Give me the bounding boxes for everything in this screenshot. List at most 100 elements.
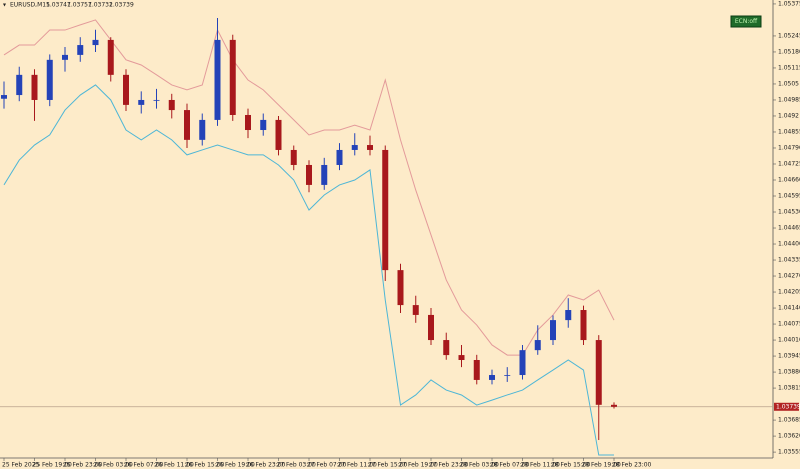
candle-body — [46, 59, 53, 100]
x-tick-label: 26 Feb 23:00 — [246, 462, 286, 469]
candle-body — [336, 149, 343, 165]
x-tick-label: 27 Feb 11:00 — [338, 462, 378, 469]
x-tick-label: 28 Feb 03:00 — [460, 462, 500, 469]
candle-body — [16, 74, 23, 96]
x-tick-label: 26 Feb 15:00 — [185, 462, 225, 469]
ohlc-high: 1.03757 — [67, 2, 92, 9]
candle-body — [519, 350, 526, 376]
candle-body — [367, 145, 373, 150]
y-tick-label: 1.03880 — [778, 369, 800, 376]
y-tick-label: 1.05180 — [778, 48, 800, 55]
y-tick-label: 1.03945 — [778, 353, 800, 360]
candle-body — [214, 39, 221, 120]
candle-body — [428, 314, 434, 341]
x-tick-label: 25 Feb 2025 — [2, 462, 40, 469]
y-tick-label: 1.04465 — [778, 225, 800, 232]
upper-band — [3, 19, 615, 356]
candle-body — [534, 340, 541, 351]
candle-body — [550, 320, 556, 341]
y-tick-label: 1.04075 — [778, 321, 800, 328]
x-tick-label: 28 Feb 19:00 — [582, 462, 622, 469]
candle-body — [382, 149, 389, 271]
y-tick-label: 1.05115 — [778, 64, 800, 71]
y-tick-label: 1.03620 — [778, 433, 800, 440]
candle-body — [184, 110, 190, 140]
x-tick-label: 28 Feb 23:00 — [612, 462, 652, 469]
y-tick-label: 1.04530 — [778, 209, 800, 216]
candle-body — [260, 119, 267, 131]
candle-body — [412, 305, 419, 315]
candle-body — [306, 164, 312, 185]
candle-body — [473, 359, 480, 380]
y-tick-label: 1.04400 — [778, 241, 800, 248]
candle-body — [107, 39, 114, 75]
candle-body — [580, 310, 587, 341]
candle-body — [31, 74, 38, 100]
candle-body — [77, 45, 84, 55]
x-tick-label: 27 Feb 03:00 — [277, 462, 317, 469]
y-tick-label: 1.03815 — [778, 385, 800, 392]
candle-body — [489, 375, 495, 380]
y-tick-label: 1.04205 — [778, 289, 800, 296]
y-tick-label: 1.04010 — [778, 337, 800, 344]
plot-area — [0, 17, 773, 456]
button-label[interactable]: ECN:off — [735, 18, 758, 25]
candle-body — [458, 355, 465, 360]
y-tick-label: 1.04335 — [778, 257, 800, 264]
candle-body — [565, 310, 572, 321]
y-tick-label: 1.0505 — [778, 80, 799, 87]
candle-body — [611, 404, 617, 407]
y-tick-label: 1.05375 — [778, 0, 800, 7]
candle-body — [153, 99, 160, 101]
candle-body — [504, 375, 511, 376]
candle-body — [1, 95, 7, 99]
y-tick-label: 1.04725 — [778, 160, 800, 167]
x-tick-label: 27 Feb 15:00 — [368, 462, 408, 469]
lower-band — [3, 84, 614, 456]
candle-body — [275, 119, 282, 150]
x-tick-label: 25 Feb 19:00 — [33, 462, 73, 469]
candle-body — [290, 149, 297, 165]
price-tag-label: 1.03739 — [776, 403, 800, 410]
y-tick-label: 1.05245 — [778, 32, 800, 39]
y-tick-label: 1.04790 — [778, 144, 800, 151]
y-tick-label: 1.04985 — [778, 96, 800, 103]
x-tick-label: 26 Feb 11:00 — [155, 462, 195, 469]
x-tick-label: 25 Feb 23:00 — [63, 462, 103, 469]
y-tick-label: 1.04595 — [778, 193, 800, 200]
ohlc-open: 1.03747 — [46, 2, 71, 9]
y-tick-label: 1.03685 — [778, 417, 800, 424]
candle-body — [199, 119, 206, 140]
y-tick-label: 1.04660 — [778, 176, 800, 183]
x-tick-label: 26 Feb 03:00 — [94, 462, 134, 469]
x-tick-label: 27 Feb 23:00 — [429, 462, 469, 469]
x-tick-label: 27 Feb 19:00 — [399, 462, 439, 469]
candle-body — [443, 340, 450, 356]
candle-body — [245, 114, 251, 131]
y-tick-label: 1.0492 — [778, 112, 799, 119]
candle-body — [138, 99, 145, 105]
y-tick-label: 1.04270 — [778, 273, 800, 280]
candle-body — [92, 39, 99, 46]
x-tick-label: 28 Feb 15:00 — [551, 462, 591, 469]
candle-body — [168, 99, 175, 111]
y-tick-label: 1.03555 — [778, 449, 800, 456]
x-tick-label: 27 Feb 07:00 — [307, 462, 347, 469]
candle-body — [321, 164, 328, 185]
ohlc-close: 1.03739 — [109, 2, 134, 9]
candle-body — [351, 145, 358, 150]
x-tick-label: 26 Feb 07:00 — [124, 462, 164, 469]
button-bg[interactable] — [730, 15, 762, 28]
candle-body — [62, 54, 68, 60]
candle-body — [595, 340, 602, 405]
y-tick-label: 1.04140 — [778, 305, 800, 312]
candle-body — [123, 74, 129, 105]
price-tag — [774, 402, 799, 411]
ecn-button[interactable]: ECN:off — [730, 15, 762, 28]
chart-title: EURUSD,M15 — [10, 2, 50, 9]
ohlc-low: 1.03732 — [88, 2, 113, 9]
x-tick-label: 28 Feb 07:00 — [490, 462, 530, 469]
x-tick-label: 26 Feb 19:00 — [216, 462, 256, 469]
candle-body — [397, 270, 404, 306]
